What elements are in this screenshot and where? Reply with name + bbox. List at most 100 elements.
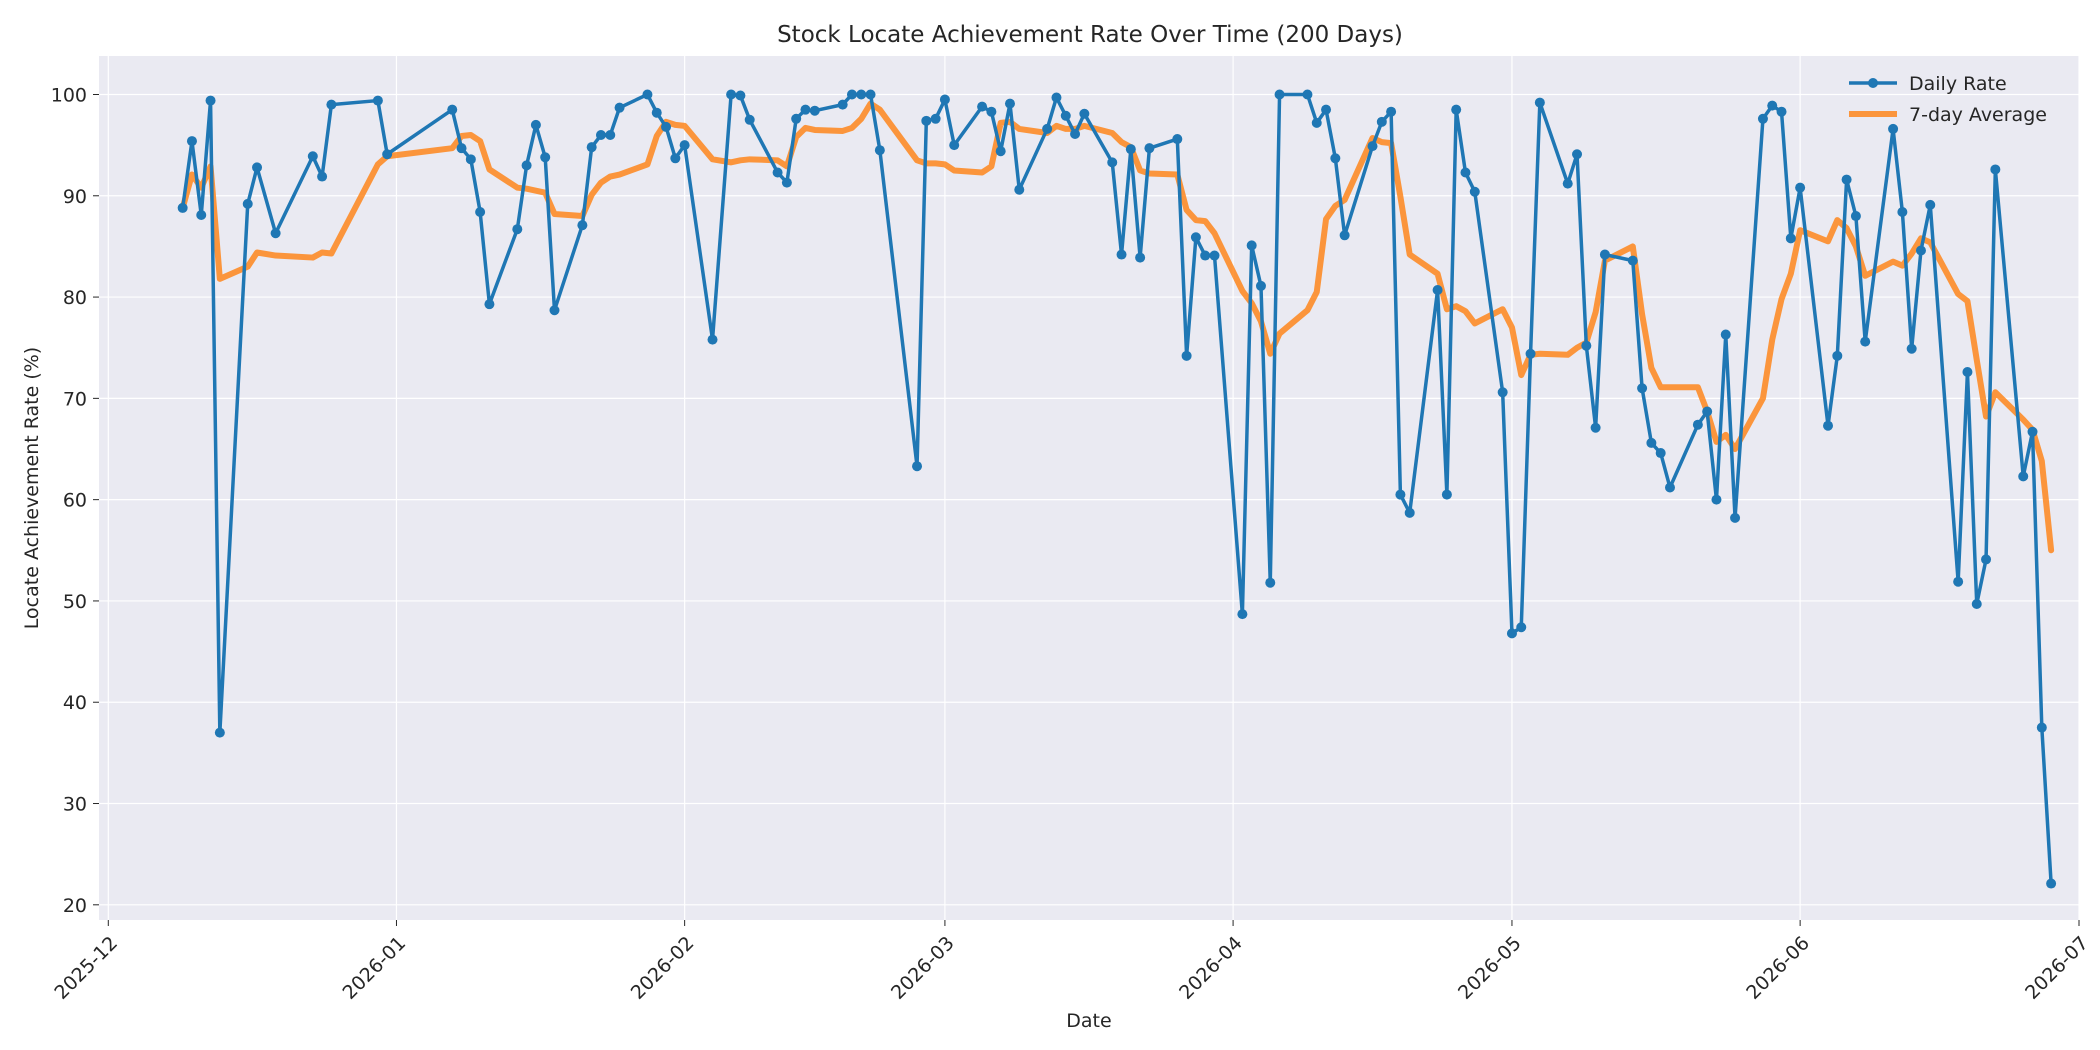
daily-rate-point [205, 95, 216, 106]
daily-rate-point [1655, 448, 1666, 459]
daily-rate-point [1795, 182, 1806, 193]
legend-label-7-day-average: 7-day Average [1909, 104, 2047, 126]
legend-item-7-day-average: 7-day Average [1849, 104, 2047, 126]
daily-rate-point [1757, 113, 1768, 124]
x-tick-label: 2026-07 [2021, 932, 2093, 1004]
daily-rate-point [270, 228, 281, 239]
chart-title: Stock Locate Achievement Rate Over Time … [777, 22, 1403, 48]
daily-rate-point [1897, 206, 1908, 217]
daily-rate-point [2018, 471, 2029, 482]
x-axis: 2025-12 2026-01 2026-02 2026-03 2026-04 2026-… [50, 920, 2093, 1004]
daily-rate-point [846, 89, 857, 100]
daily-rate-point [549, 305, 560, 316]
daily-rate-point [1079, 108, 1090, 119]
daily-rate-point [809, 105, 820, 116]
daily-rate-point [1534, 97, 1545, 108]
daily-rate-point [837, 99, 848, 110]
daily-rate-point [1506, 628, 1517, 639]
x-tick-label: 2026-02 [627, 932, 699, 1004]
daily-rate-point [1460, 167, 1471, 178]
daily-rate-point [372, 95, 383, 106]
daily-rate-point [791, 113, 802, 124]
daily-rate-point [772, 167, 783, 178]
daily-rate-point [661, 121, 672, 132]
daily-rate-point [307, 151, 318, 162]
daily-rate-point [1841, 174, 1852, 185]
daily-rate-point [1990, 164, 2001, 175]
daily-rate-line [180, 92, 2053, 884]
grid-lines [99, 56, 2080, 920]
x-tick-label: 2026-05 [1454, 932, 1526, 1004]
daily-rate-point [1711, 494, 1722, 505]
daily-rate-point [1888, 123, 1899, 134]
daily-rate-point [1107, 157, 1118, 168]
daily-rate-point [1971, 598, 1982, 609]
daily-rate-point [726, 89, 737, 100]
x-tick-label: 2026-04 [1175, 932, 1247, 1004]
daily-rate-point [865, 89, 876, 100]
daily-rate-point [1311, 117, 1322, 128]
daily-rate-point [1395, 489, 1406, 500]
daily-rate-point [1823, 420, 1834, 431]
daily-rate-point [995, 146, 1006, 157]
daily-rate-point [1237, 609, 1248, 620]
daily-rate-point [1599, 249, 1610, 260]
daily-rate-point [475, 206, 486, 217]
daily-rate-point [1404, 507, 1415, 518]
daily-rate-point [781, 177, 792, 188]
daily-rate-point [1637, 383, 1648, 394]
daily-rate-point [614, 102, 625, 113]
y-tick-label: 100 [51, 84, 87, 106]
daily-rate-point [1581, 340, 1592, 351]
daily-rate-point [1451, 104, 1462, 115]
daily-rate-point [1274, 89, 1285, 100]
y-tick-label: 90 [63, 186, 87, 208]
daily-rate-point [921, 115, 932, 126]
daily-rate-point [1321, 104, 1332, 115]
legend-marker-daily-rate [1868, 78, 1878, 88]
legend: Daily Rate 7-day Average [1849, 73, 2047, 126]
daily-rate-point [521, 160, 532, 171]
daily-rate-point [1962, 367, 1973, 378]
series-daily-rate [177, 89, 2057, 889]
daily-rate-point [1265, 577, 1276, 588]
legend-label-daily-rate: Daily Rate [1909, 73, 2007, 95]
daily-rate-point [317, 171, 328, 182]
daily-rate-point [1776, 106, 1787, 117]
daily-rate-point [874, 145, 885, 156]
daily-rate-point [1785, 233, 1796, 244]
daily-rate-point [1562, 178, 1573, 189]
daily-rate-point [2027, 426, 2038, 437]
series-7-day-average [179, 100, 2055, 554]
x-axis-label: Date [1066, 1010, 1111, 1032]
daily-rate-point [986, 106, 997, 117]
daily-rate-point [1116, 249, 1127, 260]
y-tick-label: 50 [63, 591, 87, 613]
daily-rate-point [456, 143, 467, 154]
daily-rate-point [1850, 211, 1861, 222]
daily-rate-point [1042, 123, 1053, 134]
daily-rate-point [744, 114, 755, 125]
daily-rate-point [800, 104, 811, 115]
daily-rate-point [2046, 878, 2057, 889]
daily-rate-point [930, 113, 941, 124]
daily-rate-point [1953, 576, 1964, 587]
daily-rate-point [186, 136, 197, 147]
y-tick-label: 60 [63, 490, 87, 512]
daily-rate-point [1330, 153, 1341, 164]
daily-rate-point [1469, 186, 1480, 197]
average-line [179, 100, 2055, 554]
daily-rate-point [1572, 149, 1583, 160]
daily-rate-point [1627, 255, 1638, 266]
x-tick-label: 2026-01 [339, 932, 411, 1004]
y-tick-label: 70 [63, 388, 87, 410]
daily-rate-point [1209, 250, 1220, 261]
daily-rate-point [1144, 143, 1155, 154]
daily-rate-point [1014, 184, 1025, 195]
daily-rate-point [1060, 110, 1071, 121]
y-tick-label: 20 [63, 895, 87, 917]
daily-rate-point [326, 99, 337, 110]
daily-rate-point [1432, 284, 1443, 295]
daily-rate-point [530, 119, 541, 130]
daily-rate-point [595, 130, 606, 141]
